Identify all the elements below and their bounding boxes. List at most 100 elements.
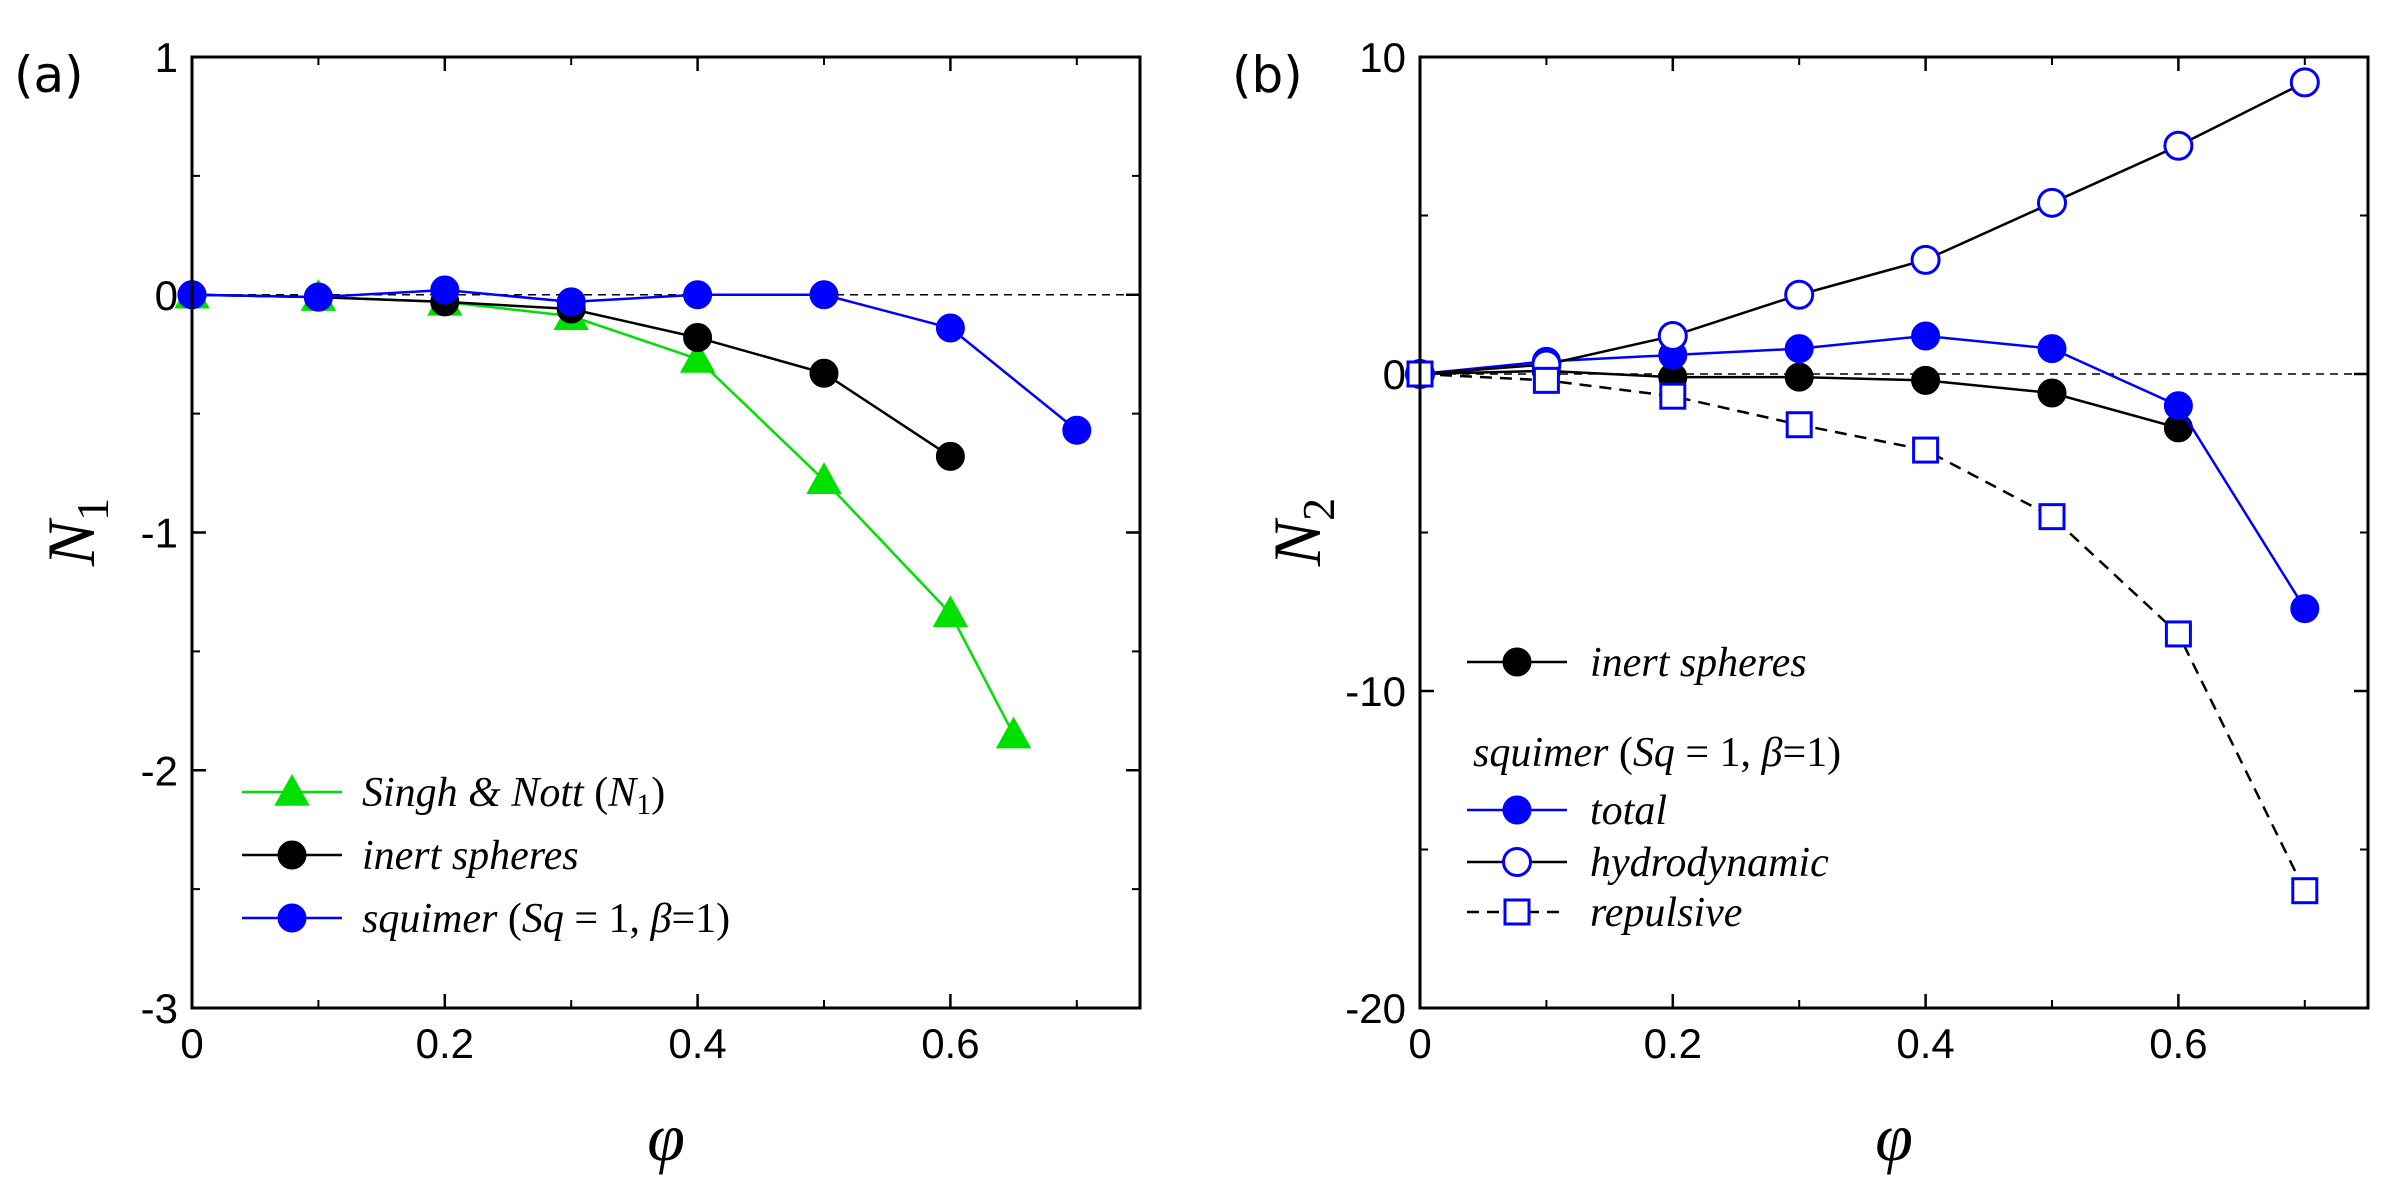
data-point-total xyxy=(2037,334,2067,364)
x-tick-label: 0 xyxy=(180,1020,203,1067)
legend-text-part: N xyxy=(607,770,638,816)
legend-text-part: inert spheres xyxy=(362,833,579,879)
legend-text-part: repulsive xyxy=(1590,890,1742,936)
data-point-repulsive xyxy=(1912,436,1940,464)
legend-text-part: = 1, xyxy=(1675,730,1762,776)
data-point-inert-spheres xyxy=(1784,362,1814,392)
legend-text-part: Sq xyxy=(522,896,564,942)
data-point-squimer xyxy=(303,282,333,312)
x-tick-label: 0.2 xyxy=(416,1020,474,1067)
data-point-repulsive xyxy=(1785,411,1813,439)
legend-text-part: inert spheres xyxy=(1590,640,1807,686)
x-tick-label: 0.6 xyxy=(2149,1020,2207,1067)
data-point-squimer xyxy=(430,275,460,305)
legend-text-part: ( xyxy=(497,896,522,942)
x-tick-label: 0 xyxy=(1408,1020,1431,1067)
data-point-hydrodynamic xyxy=(2289,67,2320,98)
series-line-hydrodynamic xyxy=(1419,81,2306,376)
legend-label: total xyxy=(1590,788,1667,834)
legend-text-part: =1) xyxy=(1782,730,1841,776)
legend: inert spheres squimer (Sq = 1, β=1) total h… xyxy=(1467,640,1841,936)
y-tick-label: -10 xyxy=(1345,668,1406,715)
series-line-squimer xyxy=(191,288,1078,432)
chart-panel-1: (b) 0 0.2 0.4 0.6 10 0 -10 -20 φ N2 inert spheres sq… xyxy=(1232,34,2370,1175)
legend-text-part: ( xyxy=(1608,730,1633,776)
y-tick-label: 0 xyxy=(1383,351,1406,398)
data-point-hydrodynamic xyxy=(2037,187,2067,218)
y-axis-label: N1 xyxy=(33,498,118,567)
legend-text-part: squimer xyxy=(1473,730,1609,776)
data-point-hydrodynamic xyxy=(1657,320,1688,351)
legend-marker-singh-nott xyxy=(274,773,310,806)
data-point-total xyxy=(2163,391,2193,421)
series-repulsive xyxy=(1406,360,2319,905)
legend-label: Singh & Nott (N1) xyxy=(362,770,665,821)
y-tick-label: -2 xyxy=(141,747,178,794)
legend-text-part: = 1, xyxy=(564,896,651,942)
data-point-singh-nott xyxy=(679,340,716,373)
series-singh-nott xyxy=(174,276,1032,749)
data-point-squimer xyxy=(935,313,965,343)
data-point-squimer xyxy=(683,280,713,310)
legend-text-part: β xyxy=(1761,730,1783,776)
y-axis-label: N2 xyxy=(1259,498,1344,567)
data-point-total xyxy=(1911,321,1941,351)
y-axis-label-subscript: 2 xyxy=(1293,498,1344,521)
series-line-repulsive xyxy=(1419,372,2306,892)
y-tick-label: -3 xyxy=(141,985,178,1032)
data-point-inert-spheres xyxy=(809,358,839,388)
data-point-hydrodynamic xyxy=(2163,130,2194,161)
legend-marker-hydrodynamic xyxy=(1502,847,1532,877)
data-point-squimer xyxy=(1062,415,1092,445)
legend-label: squimer (Sq = 1, β=1) xyxy=(362,896,730,942)
data-point-squimer xyxy=(809,280,839,310)
y-axis-label-symbol: N xyxy=(1259,517,1335,567)
data-point-singh-nott xyxy=(995,716,1032,749)
legend-marker-inert-spheres xyxy=(1502,647,1532,677)
y-axis-label-subscript: 1 xyxy=(67,498,118,521)
series-squimer xyxy=(177,275,1092,445)
data-point-total xyxy=(1784,334,1814,364)
x-axis-label: φ xyxy=(647,1099,685,1175)
x-tick-label: 0.4 xyxy=(668,1020,726,1067)
panel-label: (a) xyxy=(14,46,84,104)
data-point-total xyxy=(2290,594,2320,624)
panel-label: (b) xyxy=(1232,46,1303,104)
legend-label: inert spheres xyxy=(1590,640,1807,686)
legend-text-part: squimer xyxy=(362,896,498,942)
data-point-repulsive xyxy=(1659,382,1687,410)
legend-text-part: total xyxy=(1590,788,1667,834)
legend-text-part: 1 xyxy=(636,788,651,821)
data-point-inert-spheres xyxy=(683,323,713,353)
y-tick-label: 10 xyxy=(1359,34,1406,81)
y-tick-label: -20 xyxy=(1345,985,1406,1032)
y-tick-label: 1 xyxy=(155,34,178,81)
data-point-inert-spheres xyxy=(1911,365,1941,395)
data-point-hydrodynamic xyxy=(1910,244,1941,275)
x-tick-label: 0.6 xyxy=(921,1020,979,1067)
legend-text-part: hydrodynamic xyxy=(1590,840,1829,886)
legend-text-part: Sq xyxy=(1633,730,1675,776)
data-point-singh-nott xyxy=(932,595,969,628)
plot-frame xyxy=(190,55,1142,1010)
legend-marker-squimer xyxy=(277,903,307,933)
data-point-singh-nott xyxy=(806,462,842,494)
x-tick-label: 0.4 xyxy=(1896,1020,1954,1067)
data-point-inert-spheres xyxy=(2037,378,2067,408)
data-point-squimer xyxy=(556,287,586,317)
legend-text-part: ) xyxy=(651,770,665,816)
data-point-hydrodynamic xyxy=(1784,279,1815,310)
legend-marker-repulsive xyxy=(1503,898,1531,926)
legend-marker-inert-spheres xyxy=(277,840,307,870)
legend-text-part: =1) xyxy=(671,896,730,942)
legend-label: squimer (Sq = 1, β=1) xyxy=(1473,730,1841,776)
legend-label: inert spheres xyxy=(362,833,579,879)
x-axis-label: φ xyxy=(1875,1099,1913,1175)
legend-label: repulsive xyxy=(1590,890,1742,936)
y-axis-label-symbol: N xyxy=(33,517,109,567)
x-tick-label: 0.2 xyxy=(1644,1020,1702,1067)
legend-text-part: ( xyxy=(594,770,608,816)
legend-label: hydrodynamic xyxy=(1590,840,1829,886)
